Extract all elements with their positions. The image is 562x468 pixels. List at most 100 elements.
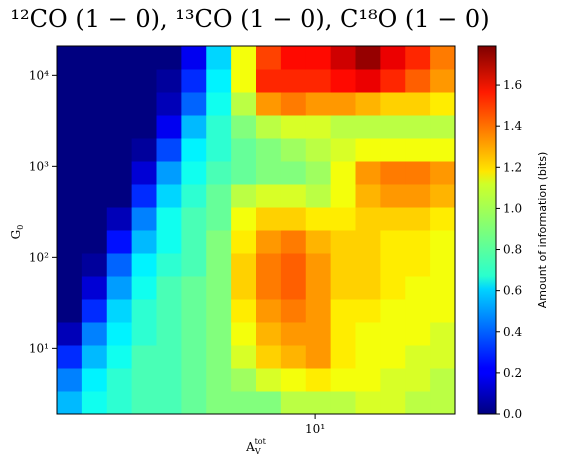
heatmap-cell <box>181 184 207 208</box>
heatmap-cell <box>131 322 157 346</box>
heatmap-cell <box>57 299 83 323</box>
x-label-sup: tot <box>255 437 267 446</box>
heatmap-cell <box>206 230 232 254</box>
heatmap-cell <box>57 276 83 300</box>
y-axis-label: G0 <box>9 225 25 240</box>
x-label-base: A <box>245 440 255 454</box>
heatmap-cell <box>106 253 133 277</box>
heatmap-cell <box>231 46 257 70</box>
heatmap-cell <box>256 161 282 185</box>
heatmap-cell <box>280 368 307 392</box>
heatmap-cell <box>330 69 356 93</box>
heatmap-cell <box>330 299 356 323</box>
heatmap-cell <box>81 253 108 277</box>
heatmap-cell <box>131 253 157 277</box>
heatmap-cell <box>430 368 456 392</box>
heatmap-cell <box>106 92 133 116</box>
heatmap-cell <box>231 92 257 116</box>
heatmap-cell <box>81 184 108 208</box>
heatmap-cell <box>430 345 456 369</box>
heatmap-cell <box>231 230 257 254</box>
heatmap-cell <box>181 46 207 70</box>
heatmap-cell <box>280 276 307 300</box>
heatmap-cell <box>380 184 406 208</box>
heatmap-cell <box>81 161 108 185</box>
heatmap-cell <box>330 253 356 277</box>
heatmap-cell <box>305 92 332 116</box>
heatmap-cell <box>156 69 182 93</box>
heatmap-cell <box>256 138 282 162</box>
colorbar-tick-label: 0.8 <box>503 243 522 257</box>
heatmap-cell <box>430 69 456 93</box>
heatmap-cell <box>430 115 456 139</box>
heatmap-cell <box>81 391 108 415</box>
heatmap-cell <box>330 391 356 415</box>
heatmap-cell <box>256 207 282 231</box>
heatmap-cell <box>380 92 406 116</box>
heatmap-cell <box>355 322 381 346</box>
heatmap-cell <box>256 253 282 277</box>
heatmap-cell <box>106 46 133 70</box>
heatmap-cell <box>181 322 207 346</box>
heatmap-cell <box>380 299 406 323</box>
heatmap-cell <box>280 184 307 208</box>
heatmap-cell <box>355 253 381 277</box>
heatmap-cell <box>405 322 431 346</box>
y-label-sub: 0 <box>16 225 25 230</box>
heatmap-cell <box>131 92 157 116</box>
heatmap-cell <box>156 391 182 415</box>
heatmap-cell <box>355 368 381 392</box>
heatmap-cell <box>181 92 207 116</box>
heatmap-cell <box>57 207 83 231</box>
heatmap-cell <box>81 69 108 93</box>
heatmap-cell <box>81 138 108 162</box>
colorbar-tick-label: 1.0 <box>503 201 522 215</box>
heatmap-cell <box>305 230 332 254</box>
heatmap-cell <box>380 46 406 70</box>
heatmap-cell <box>256 69 282 93</box>
heatmap-cell <box>330 368 356 392</box>
heatmap-cell <box>231 138 257 162</box>
heatmap-cell <box>206 253 232 277</box>
heatmap-cell <box>206 368 232 392</box>
heatmap-cell <box>305 115 332 139</box>
heatmap-cell <box>81 276 108 300</box>
heatmap-cell <box>181 276 207 300</box>
heatmap-cell <box>405 391 431 415</box>
heatmap-cell <box>355 115 381 139</box>
heatmap-cell <box>181 207 207 231</box>
colorbar <box>477 45 497 415</box>
x-tick-label: 10¹ <box>305 422 325 436</box>
heatmap-cell <box>405 345 431 369</box>
heatmap-cell <box>131 69 157 93</box>
heatmap-cell <box>81 299 108 323</box>
heatmap-cell <box>81 230 108 254</box>
heatmap-cell <box>106 345 133 369</box>
heatmap-cell <box>57 46 83 70</box>
colorbar-tick-label: 0.2 <box>503 366 522 380</box>
heatmap-cell <box>355 391 381 415</box>
heatmap-cell <box>405 184 431 208</box>
heatmap-cell <box>280 138 307 162</box>
heatmap-cell <box>355 230 381 254</box>
heatmap-cell <box>206 276 232 300</box>
heatmap-cell <box>330 207 356 231</box>
heatmap-cell <box>430 161 456 185</box>
heatmap-cell <box>280 322 307 346</box>
heatmap-cell <box>131 345 157 369</box>
heatmap-cell <box>355 138 381 162</box>
heatmap-cell <box>380 138 406 162</box>
heatmap-cell <box>106 184 133 208</box>
heatmap-cell <box>380 230 406 254</box>
y-tick-label: 10⁴ <box>29 68 49 82</box>
heatmap-cell <box>57 368 83 392</box>
heatmap-cell <box>355 92 381 116</box>
heatmap-cell <box>355 276 381 300</box>
heatmap-cell <box>430 299 456 323</box>
heatmap-cell <box>380 253 406 277</box>
heatmap-cell <box>380 391 406 415</box>
heatmap-cell <box>156 184 182 208</box>
heatmap-cell <box>430 207 456 231</box>
heatmap-cell <box>305 138 332 162</box>
